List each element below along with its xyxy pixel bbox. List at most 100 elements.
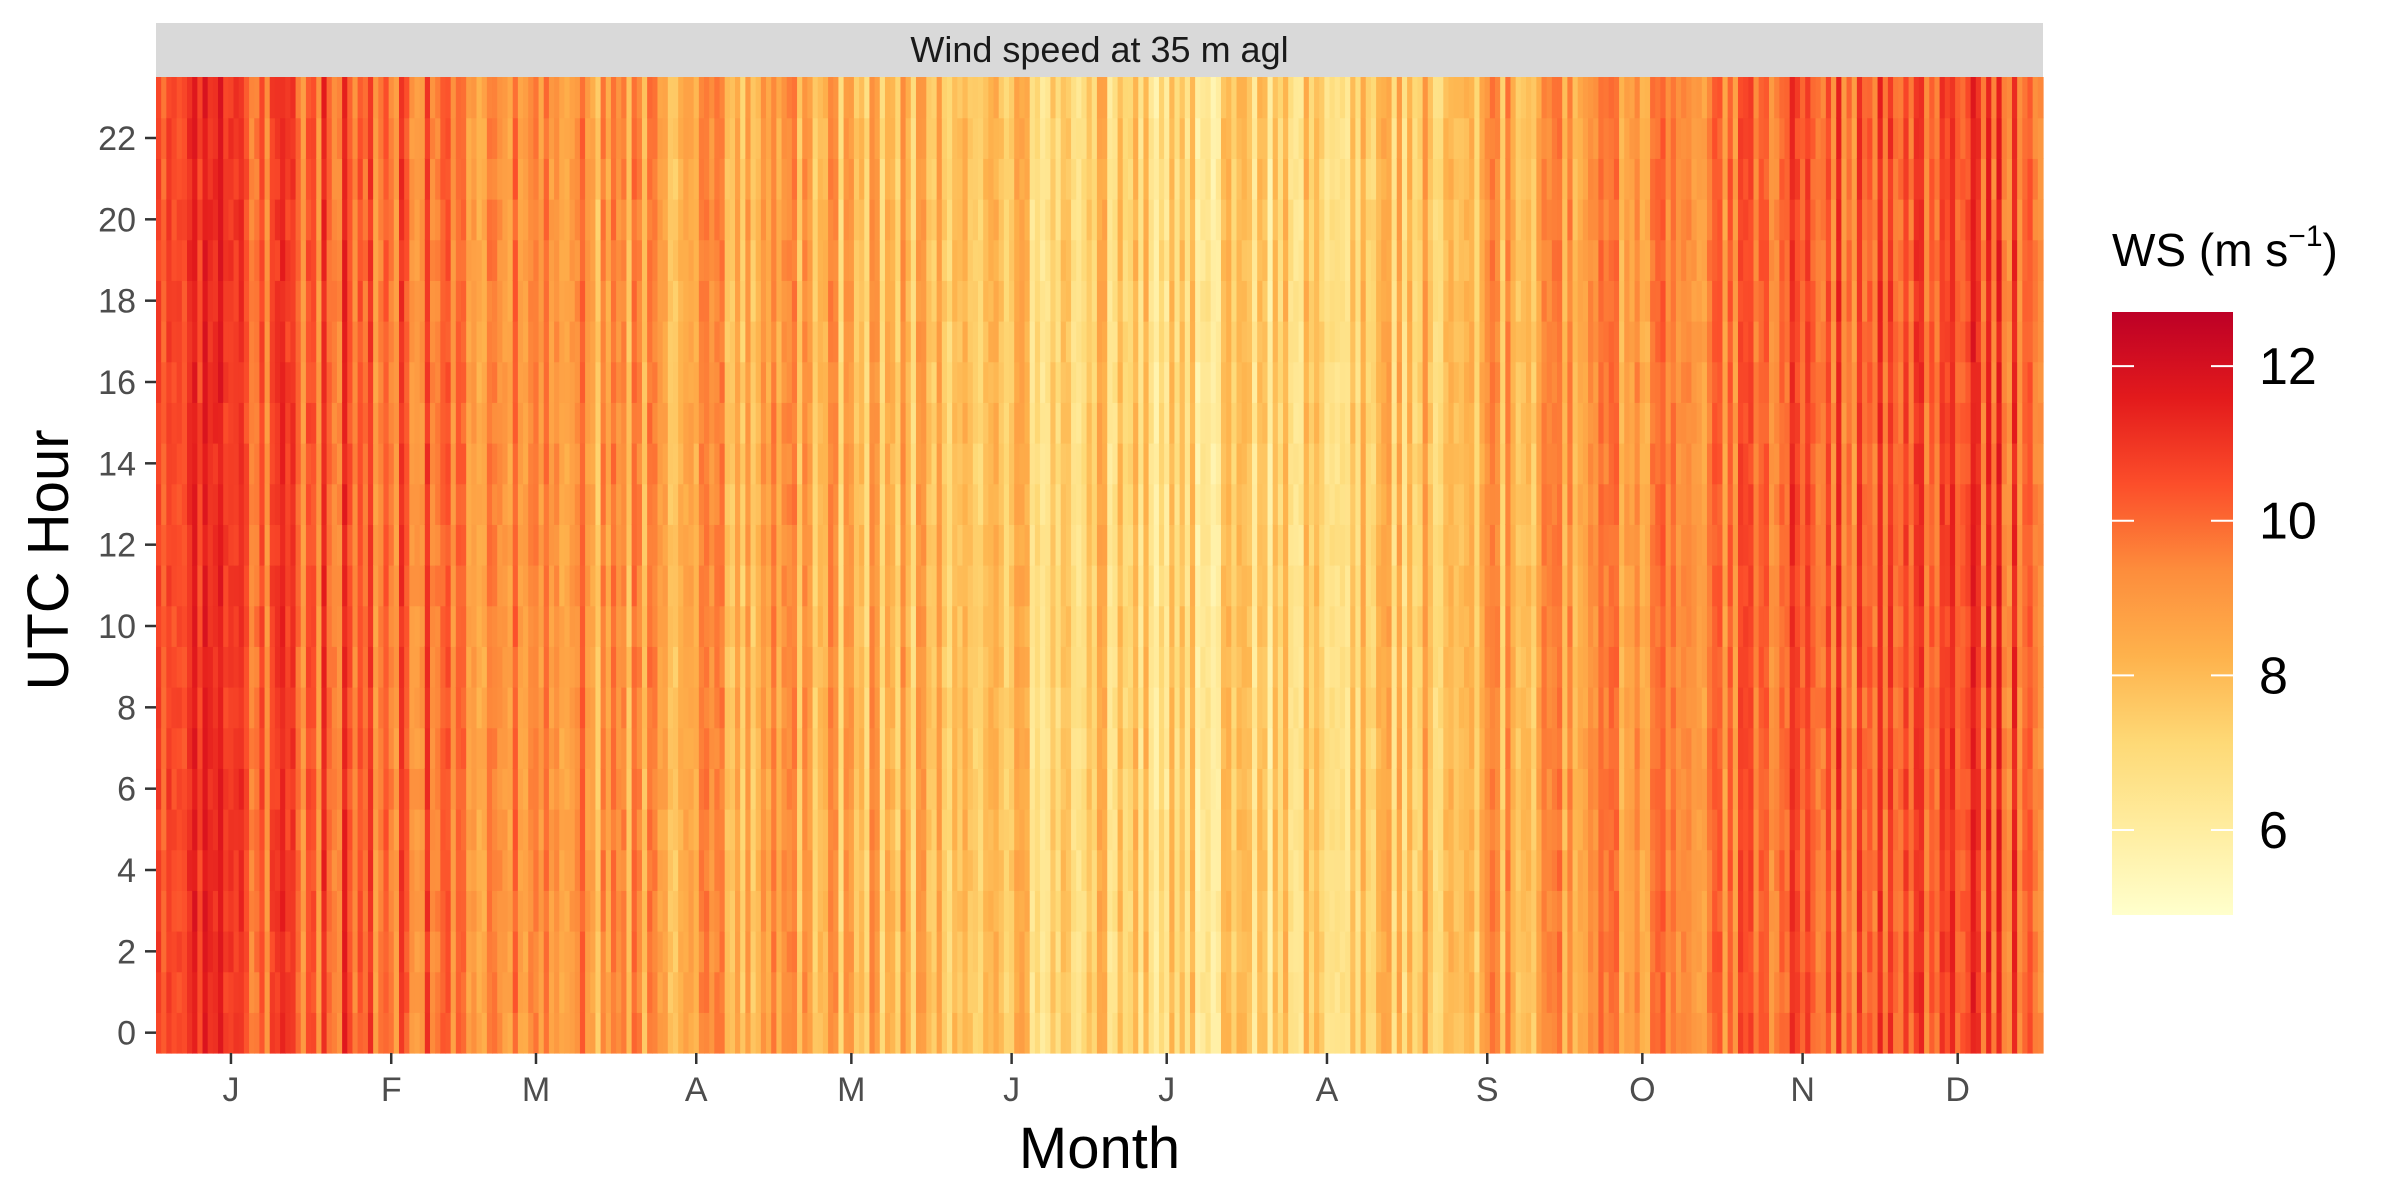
heatmap-cell — [864, 565, 871, 607]
heatmap-cell — [1138, 402, 1145, 444]
heatmap-cell — [383, 931, 390, 973]
heatmap-cell — [1024, 239, 1031, 281]
heatmap-cell — [280, 199, 286, 241]
heatmap-cell — [616, 727, 622, 769]
heatmap-cell — [1009, 77, 1015, 119]
heatmap-cell — [1158, 199, 1165, 241]
heatmap-cell — [378, 117, 385, 159]
heatmap-cell — [771, 890, 777, 932]
heatmap-cell — [936, 809, 943, 851]
heatmap-cell — [197, 565, 204, 607]
heatmap-cell — [833, 809, 840, 851]
heatmap-cell — [859, 199, 865, 241]
heatmap-cell — [972, 524, 979, 566]
heatmap-cell — [864, 1012, 871, 1054]
heatmap-cell — [967, 280, 974, 322]
heatmap-cell — [274, 687, 281, 729]
heatmap-cell — [869, 809, 876, 851]
heatmap-cell — [347, 443, 354, 485]
heatmap-cell — [1076, 443, 1083, 485]
heatmap-cell — [218, 809, 224, 851]
heatmap-cell — [424, 646, 431, 688]
heatmap-cell — [419, 361, 426, 403]
heatmap-cell — [921, 443, 927, 485]
heatmap-cell — [874, 443, 881, 485]
heatmap-cell — [1107, 1012, 1114, 1054]
heatmap-cell — [745, 117, 752, 159]
heatmap-cell — [481, 321, 488, 363]
heatmap-cell — [554, 971, 560, 1013]
heatmap-cell — [1071, 971, 1077, 1013]
heatmap-cell — [972, 809, 979, 851]
heatmap-cell — [378, 199, 385, 241]
heatmap-cell — [967, 605, 974, 647]
heatmap-cell — [941, 809, 948, 851]
heatmap-cell — [709, 483, 715, 525]
heatmap-cell — [264, 565, 271, 607]
heatmap-cell — [559, 768, 566, 810]
heatmap-cell — [884, 1012, 891, 1054]
heatmap-cell — [1112, 361, 1119, 403]
heatmap-cell — [797, 361, 803, 403]
heatmap-cell — [156, 361, 162, 403]
heatmap-cell — [714, 1012, 721, 1054]
heatmap-cell — [311, 402, 317, 444]
heatmap-cell — [864, 849, 871, 891]
heatmap-cell — [1081, 646, 1088, 688]
heatmap-cell — [1117, 199, 1124, 241]
heatmap-cell — [822, 321, 829, 363]
heatmap-cell — [1153, 402, 1160, 444]
heatmap-cell — [735, 727, 741, 769]
heatmap-cell — [1220, 1012, 1227, 1054]
heatmap-cell — [238, 443, 245, 485]
heatmap-cell — [435, 321, 441, 363]
heatmap-cell — [502, 361, 509, 403]
heatmap-cell — [983, 768, 989, 810]
heatmap-cell — [305, 646, 312, 688]
heatmap-cell — [497, 280, 503, 322]
heatmap-cell — [1220, 239, 1227, 281]
heatmap-cell — [331, 768, 338, 810]
heatmap-cell — [347, 199, 354, 241]
heatmap-cell — [228, 199, 235, 241]
heatmap-cell — [781, 158, 788, 200]
heatmap-cell — [957, 809, 964, 851]
heatmap-cell — [884, 361, 891, 403]
heatmap-cell — [285, 239, 292, 281]
heatmap-cell — [962, 117, 969, 159]
heatmap-cell — [259, 768, 266, 810]
heatmap-cell — [1174, 646, 1181, 688]
heatmap-cell — [957, 524, 964, 566]
heatmap-cell — [641, 117, 648, 159]
heatmap-cell — [636, 239, 643, 281]
heatmap-cell — [1091, 687, 1098, 729]
heatmap-cell — [802, 890, 808, 932]
heatmap-cell — [492, 605, 498, 647]
heatmap-cell — [1184, 1012, 1191, 1054]
heatmap-cell — [879, 239, 886, 281]
heatmap-cell — [1169, 849, 1176, 891]
heatmap-cell — [864, 890, 871, 932]
heatmap-cell — [1179, 727, 1186, 769]
heatmap-cell — [714, 524, 721, 566]
heatmap-cell — [1003, 483, 1010, 525]
heatmap-cell — [662, 443, 669, 485]
heatmap-cell — [259, 687, 266, 729]
heatmap-cell — [698, 77, 705, 119]
heatmap-cell — [802, 687, 808, 729]
heatmap-cell — [647, 849, 653, 891]
heatmap-cell — [424, 727, 431, 769]
heatmap-cell — [202, 77, 209, 119]
heatmap-cell — [781, 361, 788, 403]
heatmap-cell — [1019, 809, 1026, 851]
heatmap-cell — [1091, 77, 1098, 119]
heatmap-cell — [636, 199, 643, 241]
heatmap-cell — [931, 117, 938, 159]
heatmap-cell — [946, 890, 953, 932]
heatmap-cell — [548, 239, 555, 281]
heatmap-cell — [1019, 443, 1026, 485]
heatmap-cell — [760, 483, 767, 525]
heatmap-cell — [280, 971, 286, 1013]
heatmap-cell — [207, 117, 214, 159]
heatmap-cell — [218, 239, 224, 281]
